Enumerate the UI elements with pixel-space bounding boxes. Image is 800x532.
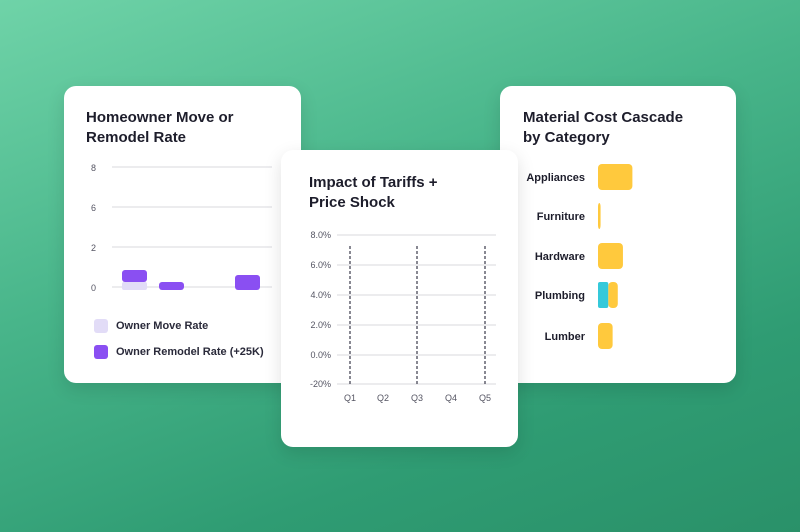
category-label: Lumber [545, 331, 586, 343]
tariff-impact-chart: 8.0% 6.0% 4.0% 2.0% 0.0% -20% Q1 Q2 Q3 Q4 Q5 [310, 230, 496, 403]
legend-swatch-move [94, 319, 108, 333]
move-remodel-title: Homeowner Move or Remodel Rate [86, 109, 234, 146]
y-tick-label: 0.0% [310, 350, 331, 360]
x-tick-label: Q2 [377, 393, 389, 403]
move-remodel-card: Homeowner Move or Remodel Rate 8 6 2 0 Owne… [64, 86, 301, 383]
move-remodel-legend: Owner Move Rate Owner Remodel Rate (+25K… [94, 318, 264, 370]
bar-remodel [235, 275, 260, 290]
bar-shipping [598, 282, 609, 308]
x-tick-label: Q5 [479, 393, 491, 403]
bar-move [122, 282, 147, 290]
bar-remodel [159, 282, 184, 290]
material-cascade-title: Material Cost Cascade by Category [523, 109, 684, 146]
bar-materials [598, 164, 633, 190]
y-tick-label: 6.0% [310, 260, 331, 270]
legend-label-remodel: Owner Remodel Rate (+25K) [116, 346, 264, 358]
bar-materials [598, 323, 613, 349]
y-tick-label: 8 [91, 163, 96, 173]
tariff-impact-card: Impact of Tariffs + Price Shock 8.0% 6.0%… [281, 150, 518, 447]
y-tick-label: 8.0% [310, 230, 331, 240]
category-label: Appliances [526, 172, 585, 184]
legend-remodel: Owner Remodel Rate (+25K) [94, 344, 264, 360]
category-label: Plumbing [535, 290, 585, 302]
y-tick-label: 0 [91, 283, 96, 293]
category-label: Furniture [537, 211, 585, 223]
x-tick-label: Q3 [411, 393, 423, 403]
material-cascade-chart: Appliances Furniture Hardware Plumbing Lumbe… [526, 164, 633, 349]
material-cascade-card: Material Cost Cascade by Category Applia… [500, 86, 736, 383]
bar-materials [598, 203, 601, 229]
y-tick-label: 6 [91, 203, 96, 213]
x-tick-label: Q1 [344, 393, 356, 403]
bar-remodel [122, 270, 147, 282]
move-remodel-chart: 8 6 2 0 [91, 163, 272, 293]
y-tick-label: 2 [91, 243, 96, 253]
tariff-impact-title: Impact of Tariffs + Price Shock [309, 174, 438, 211]
category-label: Hardware [535, 251, 585, 263]
y-tick-label: 4.0% [310, 290, 331, 300]
x-tick-label: Q4 [445, 393, 457, 403]
y-tick-label: 2.0% [310, 320, 331, 330]
legend-swatch-remodel [94, 345, 108, 359]
bar-materials [598, 243, 623, 269]
y-tick-label: -20% [310, 379, 331, 389]
legend-label-move: Owner Move Rate [116, 320, 209, 332]
bar-materials [608, 282, 618, 308]
legend-move: Owner Move Rate [94, 318, 264, 334]
